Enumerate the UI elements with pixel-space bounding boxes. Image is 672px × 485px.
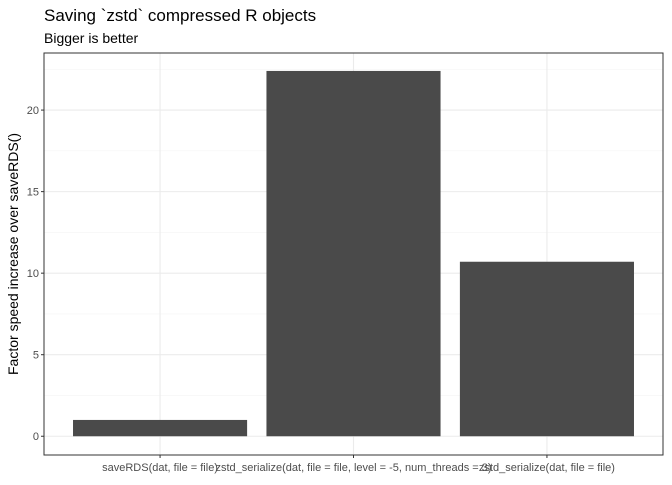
x-tick-label: saveRDS(dat, file = file) [102, 462, 218, 474]
x-tick-label: zstd_serialize(dat, file = file, level =… [215, 462, 491, 474]
y-axis-title: Factor speed increase over saveRDS() [5, 133, 21, 375]
y-tick-label: 5 [33, 350, 39, 362]
bar [266, 70, 441, 437]
y-tick-label: 0 [33, 431, 39, 443]
x-tick-label: zstd_serialize(dat, file = file) [479, 462, 615, 474]
y-tick-label: 20 [27, 105, 39, 117]
chart-title: Saving `zstd` compressed R objects [44, 6, 316, 25]
chart-subtitle: Bigger is better [44, 30, 138, 46]
y-tick-label: 15 [27, 187, 39, 199]
bar [459, 261, 634, 437]
y-tick-label: 10 [27, 268, 39, 280]
bar [73, 419, 248, 437]
